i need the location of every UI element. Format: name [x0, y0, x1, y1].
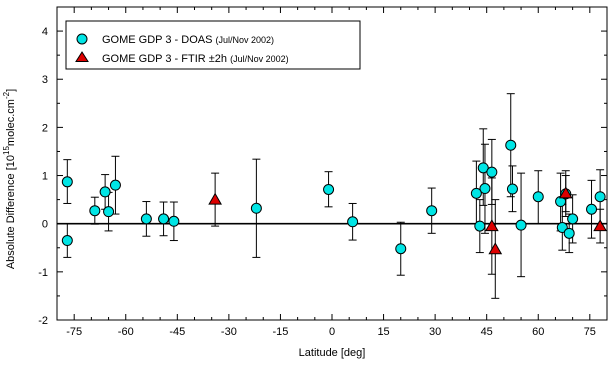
doas-point — [506, 183, 518, 195]
y-tick-label: -1 — [38, 267, 48, 279]
y-tick-label: 4 — [42, 26, 48, 38]
legend: GOME GDP 3 - DOAS (Jul/Nov 2002) GOME GD… — [65, 20, 361, 70]
doas-point — [99, 186, 111, 198]
legend-doas-label: GOME GDP 3 - DOAS (Jul/Nov 2002) — [102, 34, 274, 46]
x-tick-label: 0 — [329, 326, 335, 338]
doas-point — [323, 184, 335, 196]
legend-box — [65, 20, 361, 70]
y-tick-label: 1 — [42, 171, 48, 183]
legend-doas-text: GOME GDP 3 - DOAS — [102, 34, 216, 46]
doas-point — [594, 191, 606, 203]
doas-point — [109, 179, 121, 191]
doas-point — [103, 206, 115, 218]
x-tick-label: 45 — [481, 326, 493, 338]
y-axis-label-mid: molec.cm — [5, 99, 17, 146]
legend-doas-marker — [76, 33, 88, 45]
x-tick-label: 75 — [584, 326, 596, 338]
legend-ftir-text: GOME GDP 3 - FTIR ±2h — [102, 53, 230, 65]
x-tick-label: -60 — [118, 326, 134, 338]
ftir-point — [593, 219, 607, 232]
x-tick-label: -75 — [66, 326, 82, 338]
doas-point — [505, 139, 517, 151]
legend-ftir-label: GOME GDP 3 - FTIR ±2h (Jul/Nov 2002) — [102, 53, 289, 65]
doas-point — [477, 162, 489, 174]
x-tick-label: 30 — [429, 326, 441, 338]
ftir-point — [484, 219, 499, 232]
y-axis-label-exp1: 15 — [2, 146, 11, 155]
ftir-point — [558, 186, 573, 199]
y-tick-label: -2 — [38, 315, 48, 327]
doas-point — [586, 203, 598, 215]
x-tick-label: -30 — [221, 326, 237, 338]
doas-point — [563, 227, 575, 239]
doas-point — [61, 235, 73, 247]
x-tick-label: 60 — [532, 326, 544, 338]
x-tick-label: -15 — [272, 326, 288, 338]
doas-point — [89, 205, 101, 217]
x-tick-label: 15 — [377, 326, 389, 338]
legend-ftir-marker — [75, 51, 89, 62]
marker-layer — [61, 139, 607, 255]
doas-point — [168, 215, 180, 227]
axis-ticks — [56, 6, 608, 321]
doas-point — [532, 191, 544, 203]
doas-point — [250, 202, 262, 214]
doas-point — [515, 219, 527, 231]
y-axis-label-exp2: -2 — [2, 91, 11, 99]
y-tick-label: 3 — [42, 74, 48, 86]
doas-point — [158, 213, 170, 225]
legend-doas-note: (Jul/Nov 2002) — [216, 35, 275, 45]
doas-point — [61, 176, 73, 188]
doas-point — [426, 205, 438, 217]
y-tick-label: 2 — [42, 122, 48, 134]
y-tick-label: 0 — [42, 219, 48, 231]
doas-point — [470, 187, 482, 199]
ftir-point — [488, 242, 503, 255]
doas-point — [140, 213, 152, 225]
y-tick-labels: -2 -1 0 1 2 3 4 — [38, 26, 48, 327]
y-axis-label-main: Absolute Difference [10 — [5, 155, 17, 269]
doas-point — [486, 166, 498, 178]
x-tick-label: -45 — [169, 326, 185, 338]
doas-point — [567, 213, 579, 225]
ftir-point — [208, 192, 222, 205]
legend-ftir-note: (Jul/Nov 2002) — [230, 54, 289, 64]
y-axis-label-end: ] — [5, 89, 17, 92]
y-axis-label: Absolute Difference [1015molec.cm-2] — [2, 89, 17, 269]
doas-point — [395, 243, 407, 255]
doas-point — [474, 220, 486, 232]
doas-point — [347, 216, 359, 228]
x-axis-label: Latitude [deg] — [299, 347, 366, 359]
doas-point — [479, 183, 491, 195]
x-tick-labels: -75 -60 -45 -30 -15 0 15 30 45 60 75 — [66, 326, 596, 338]
